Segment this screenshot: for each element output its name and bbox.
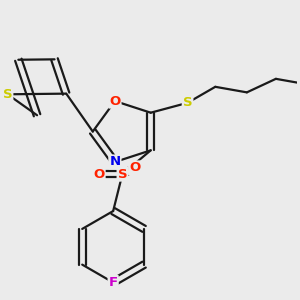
Text: S: S [183, 96, 192, 109]
Text: O: O [109, 94, 121, 108]
Text: F: F [109, 276, 118, 289]
Text: N: N [109, 155, 121, 169]
Text: O: O [129, 161, 140, 174]
Text: S: S [118, 168, 127, 181]
Text: S: S [3, 88, 12, 101]
Text: O: O [93, 168, 105, 181]
